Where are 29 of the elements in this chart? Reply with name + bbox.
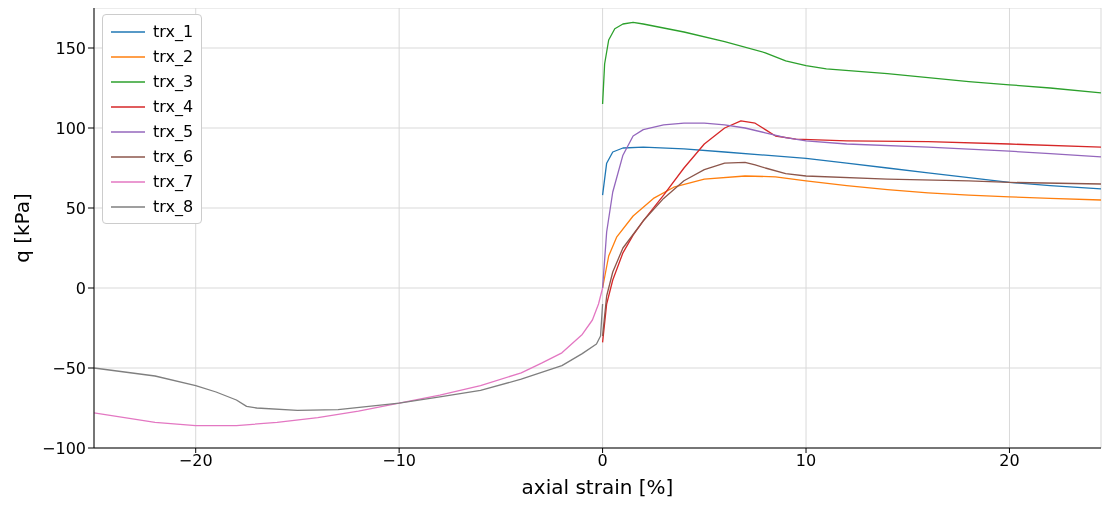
legend-label: trx_6 bbox=[153, 147, 194, 166]
y-tick-label: −50 bbox=[52, 358, 86, 378]
line-series bbox=[601, 120, 1101, 344]
line-series bbox=[601, 146, 1101, 196]
line-series bbox=[601, 161, 1101, 337]
x-tick-label: 0 bbox=[597, 451, 608, 471]
y-axis-title: q [kPa] bbox=[10, 193, 35, 263]
x-tick-label: −20 bbox=[178, 451, 213, 471]
legend-label: trx_4 bbox=[153, 97, 194, 116]
legend-label: trx_7 bbox=[153, 172, 194, 191]
line-series bbox=[94, 287, 604, 427]
line-series bbox=[601, 175, 1101, 289]
x-tick-label: 20 bbox=[999, 451, 1020, 471]
legend-label: trx_8 bbox=[153, 197, 194, 216]
y-tick-label: 0 bbox=[75, 278, 86, 298]
line-series bbox=[601, 122, 1101, 289]
line-series bbox=[94, 303, 604, 412]
x-axis-title: axial strain [%] bbox=[521, 475, 674, 499]
legend-label: trx_1 bbox=[153, 22, 194, 41]
line-series bbox=[601, 21, 1101, 105]
legend-label: trx_2 bbox=[153, 47, 194, 66]
y-tick-label: 150 bbox=[55, 38, 86, 58]
y-tick-label: −100 bbox=[42, 438, 86, 458]
x-tick-label: −10 bbox=[382, 451, 417, 471]
y-tick-label: 50 bbox=[65, 198, 86, 218]
x-tick-label: 10 bbox=[795, 451, 817, 471]
y-tick-label: 100 bbox=[55, 118, 86, 138]
legend-label: trx_3 bbox=[153, 72, 194, 91]
legend-label: trx_5 bbox=[153, 122, 194, 141]
